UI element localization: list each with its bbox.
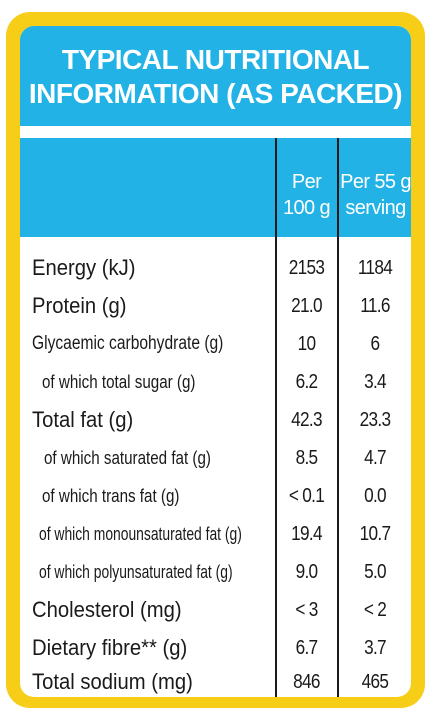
row-label: of which total sugar (g) — [42, 371, 196, 392]
row-label: of which polyunsaturated fat (g) — [39, 561, 233, 582]
title-line-2: INFORMATION (AS PACKED) — [28, 78, 403, 109]
row-label: of which saturated fat (g) — [44, 447, 211, 468]
table-row-dietary-fibre: Dietary fibre** (g) 6.7 3.7 — [20, 631, 411, 665]
value-per-100g: < 0.1 — [288, 485, 325, 507]
value-per-100g: 8.5 — [295, 447, 319, 469]
table-row-trans-fat: of which trans fat (g) < 0.1 0.0 — [20, 479, 411, 513]
value-per-serving: < 2 — [363, 599, 387, 621]
row-label: Energy (kJ) — [32, 255, 136, 280]
value-per-serving: 4.7 — [364, 447, 387, 469]
value-per-serving: 10.7 — [359, 523, 391, 545]
value-per-100g: 846 — [293, 671, 320, 693]
column-header-per-100g-line-1: Per — [291, 171, 322, 193]
table-row-monounsaturated-fat: of which monounsaturated fat (g) 19.4 10… — [20, 517, 411, 551]
value-per-100g: 6.7 — [295, 637, 319, 659]
row-label: Glycaemic carbohydrate (g) — [32, 333, 224, 354]
value-per-serving: 5.0 — [364, 561, 387, 583]
table-row-cholesterol: Cholesterol (mg) < 3 < 2 — [20, 593, 411, 627]
row-label: Protein (g) — [32, 293, 127, 318]
column-header-band: Per 100 g Per 55 g serving — [20, 138, 411, 237]
title-line-1: TYPICAL NUTRITIONAL — [61, 44, 370, 75]
nutrition-panel: TYPICAL NUTRITIONAL INFORMATION (AS PACK… — [20, 26, 411, 697]
column-divider-1 — [275, 138, 277, 697]
value-per-100g: 21.0 — [291, 295, 322, 317]
row-label: Dietary fibre** (g) — [32, 635, 188, 660]
column-header-per-serving-line-2: serving — [345, 197, 406, 219]
value-per-serving: 0.0 — [364, 485, 387, 507]
value-per-serving: 6 — [370, 333, 381, 355]
column-header-per-serving-line-1: Per 55 g — [340, 171, 411, 193]
table-row-protein: Protein (g) 21.0 11.6 — [20, 289, 411, 323]
row-label: of which monounsaturated fat (g) — [39, 523, 242, 544]
table-row-total-sodium: Total sodium (mg) 846 465 — [20, 665, 411, 697]
value-per-100g: 42.3 — [291, 409, 322, 431]
column-divider-2 — [337, 138, 339, 697]
row-label: Total fat (g) — [32, 407, 134, 432]
title-banner: TYPICAL NUTRITIONAL INFORMATION (AS PACK… — [20, 26, 411, 126]
table-row-total-fat: Total fat (g) 42.3 23.3 — [20, 403, 411, 437]
value-per-100g: < 3 — [295, 599, 318, 621]
table-row-energy: Energy (kJ) 2153 1184 — [20, 251, 411, 285]
row-label: of which trans fat (g) — [42, 485, 180, 506]
row-label: Total sodium (mg) — [32, 669, 193, 694]
table-row-saturated-fat: of which saturated fat (g) 8.5 4.7 — [20, 441, 411, 475]
value-per-serving: 23.3 — [359, 409, 391, 431]
table-row-polyunsaturated-fat: of which polyunsaturated fat (g) 9.0 5.0 — [20, 555, 411, 589]
value-per-serving: 3.4 — [364, 371, 387, 393]
value-per-100g: 2153 — [288, 257, 325, 279]
value-per-serving: 465 — [361, 671, 389, 693]
row-label: Cholesterol (mg) — [32, 597, 182, 622]
value-per-100g: 10 — [297, 333, 316, 355]
value-per-serving: 3.7 — [364, 637, 387, 659]
table-row-total-sugar: of which total sugar (g) 6.2 3.4 — [20, 365, 411, 399]
value-per-100g: 19.4 — [291, 523, 322, 545]
value-per-100g: 9.0 — [295, 561, 319, 583]
column-header-per-serving: Per 55 g serving — [340, 138, 411, 237]
table-row-carbohydrate: Glycaemic carbohydrate (g) 10 6 — [20, 327, 411, 361]
value-per-100g: 6.2 — [295, 371, 319, 393]
value-per-serving: 11.6 — [360, 295, 390, 317]
value-per-serving: 1184 — [357, 257, 393, 279]
column-header-per-100g: Per 100 g — [276, 138, 337, 237]
column-header-per-100g-line-2: 100 g — [282, 197, 331, 219]
